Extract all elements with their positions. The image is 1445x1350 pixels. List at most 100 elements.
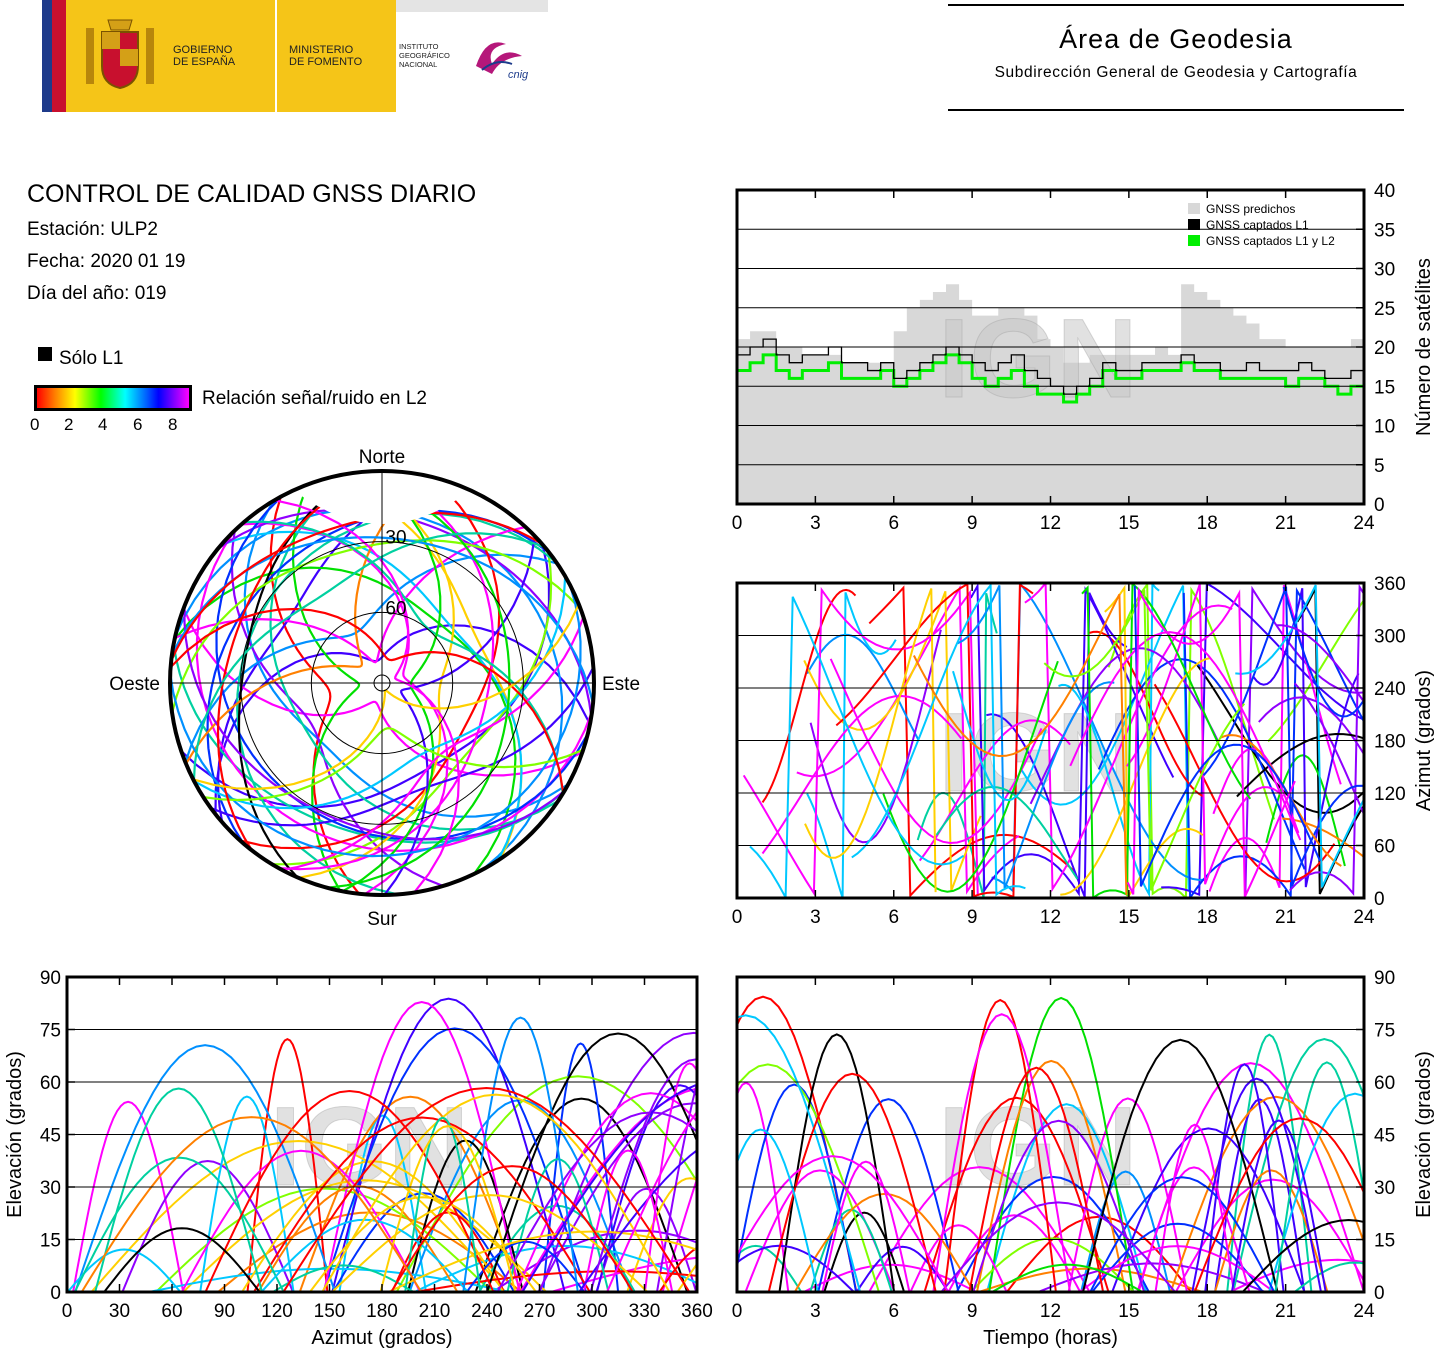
logo-ign-line-3: NACIONAL <box>399 60 438 69</box>
x-tick-label: 18 <box>1197 513 1218 534</box>
x-tick-label: 12 <box>1040 907 1061 928</box>
logo-gobierno-line-1: GOBIERNO <box>173 44 233 56</box>
elev-time-track <box>970 1237 1135 1292</box>
y-tick-label: 0 <box>1374 1283 1385 1304</box>
x-tick-label: 300 <box>576 1301 608 1322</box>
azimuth-track <box>957 584 1115 889</box>
azimuth-track <box>1024 583 1233 893</box>
y-tick-label: 120 <box>1374 784 1406 805</box>
azimuth-track <box>829 658 1043 845</box>
elev-az-track <box>74 1044 336 1292</box>
elev-az-track <box>309 1196 537 1292</box>
elev-time-track <box>1193 1117 1364 1292</box>
logo-gobierno-line-2: DE ESPAÑA <box>173 56 236 68</box>
elev-az-track <box>332 1192 516 1292</box>
azimuth-track <box>1236 732 1364 798</box>
x-tick-label: 0 <box>732 513 743 534</box>
y-tick-label: 60 <box>1374 1073 1395 1094</box>
x-tick-label: 6 <box>888 513 899 534</box>
elev-time-track <box>1080 1170 1171 1292</box>
legend-swatch <box>1188 219 1200 230</box>
coat-of-arms-icon <box>86 19 154 90</box>
azimuth-track <box>986 592 1128 898</box>
ign-logo-bar <box>396 0 548 12</box>
logo-ministerio-line-2: DE FOMENTO <box>289 56 363 68</box>
x-tick-label: 270 <box>524 1301 556 1322</box>
elev-az-track <box>298 1095 522 1292</box>
y-tick-label: 0 <box>1374 495 1385 516</box>
elev-time-track <box>923 1096 1110 1292</box>
y-tick-label: 45 <box>1374 1126 1395 1147</box>
azimuth-track <box>1296 587 1364 895</box>
elev-time-track <box>988 996 1134 1292</box>
elev-time-track <box>1169 1095 1364 1292</box>
colorbar-tick: 2 <box>64 415 74 434</box>
elev-az-track <box>323 1000 521 1292</box>
elev-time-track <box>737 1128 819 1292</box>
plot-frame <box>735 975 1366 1294</box>
report-station: Estación: ULP2 <box>27 219 158 240</box>
elev-time-track <box>976 1059 1127 1292</box>
y-tick-label: 0 <box>50 1283 61 1304</box>
sky-track <box>203 727 584 802</box>
only-l1-swatch <box>38 347 52 361</box>
azimuth-track <box>1126 583 1284 885</box>
elev-time-track <box>1079 1245 1275 1292</box>
sky-track <box>173 566 517 875</box>
y-axis-label: Número de satélites <box>1413 258 1435 436</box>
logo-separator <box>275 0 277 112</box>
x-tick-label: 9 <box>967 907 978 928</box>
sky-track <box>274 499 460 894</box>
elev-time-track <box>767 1072 937 1292</box>
elev-az-track <box>80 1116 423 1292</box>
x-tick-label: 6 <box>888 1301 899 1322</box>
azimuth-track <box>935 785 1079 880</box>
sky-track <box>192 532 546 781</box>
azimuth-track <box>761 588 857 803</box>
elev-az-track <box>643 1062 697 1292</box>
cnig-logo-icon: cnig <box>476 42 529 81</box>
logo-ign-line-2: GEOGRÁFICO <box>399 51 450 60</box>
sky-track <box>298 472 455 879</box>
x-tick-label: 12 <box>1040 513 1061 534</box>
series-l1-line <box>737 338 1365 395</box>
elev-az-track <box>331 997 566 1292</box>
sky-label-north: Norte <box>359 447 405 468</box>
y-tick-label: 40 <box>1374 181 1395 202</box>
x-tick-label: 9 <box>967 1301 978 1322</box>
elev-az-track <box>414 1244 697 1292</box>
satellites-chart: IGN 0 5 10 15 20 25 30 35 40 0 3 6 9 12 15 18 21 24 Número … <box>732 181 1435 534</box>
y-tick-label: 180 <box>1374 732 1406 753</box>
elev-az-track <box>486 1032 697 1292</box>
elev-az-track <box>331 1194 649 1292</box>
azimuth-track <box>806 633 920 741</box>
sky-track <box>342 471 442 893</box>
x-tick-label: 21 <box>1275 513 1296 534</box>
y-tick-label: 35 <box>1374 220 1395 241</box>
x-tick-label: 150 <box>314 1301 346 1322</box>
elev-az-track <box>204 1089 495 1292</box>
elev-time-track <box>972 1119 1146 1292</box>
sky-label-east: Este <box>602 674 640 695</box>
elev-time-track <box>737 1083 858 1292</box>
x-tick-label: 0 <box>62 1301 73 1322</box>
x-axis-label: Tiempo (horas) <box>983 1327 1118 1349</box>
colorbar-tick: 0 <box>30 415 40 434</box>
x-tick-label: 9 <box>967 513 978 534</box>
elev-az-track <box>656 1078 697 1292</box>
elev-az-track <box>515 1092 697 1292</box>
y-tick-label: 0 <box>1374 889 1385 910</box>
only-l1-label: Sólo L1 <box>59 348 124 369</box>
y-axis-label: Elevación (grados) <box>4 1051 26 1218</box>
elev-time-track <box>737 1063 880 1292</box>
elev-az-track <box>246 1037 329 1292</box>
elev-time-track <box>940 1201 1176 1292</box>
header-rule-top <box>948 4 1404 6</box>
y-tick-label: 75 <box>1374 1021 1395 1042</box>
x-tick-label: 24 <box>1353 513 1375 534</box>
y-tick-label: 15 <box>1374 1231 1395 1252</box>
elev-az-track <box>272 1264 415 1292</box>
sky-horizon <box>168 469 596 897</box>
